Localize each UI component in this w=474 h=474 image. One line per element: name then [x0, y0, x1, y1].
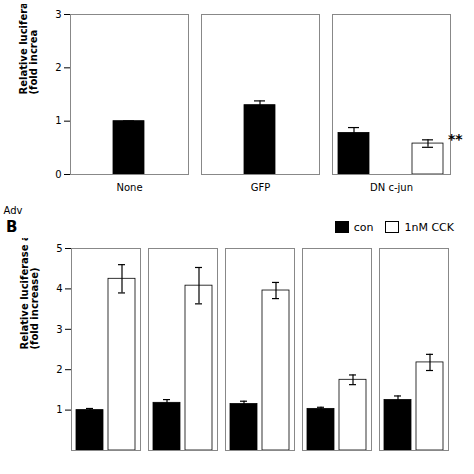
svg-text:2: 2	[56, 364, 62, 375]
svg-text:5: 5	[56, 243, 62, 254]
svg-text:**: **	[448, 131, 463, 147]
svg-text:1: 1	[55, 115, 61, 126]
svg-text:2: 2	[55, 62, 61, 73]
svg-text:3: 3	[55, 9, 61, 20]
svg-text:1: 1	[56, 404, 62, 415]
svg-text:Adv: Adv	[4, 205, 23, 216]
svg-text:None: None	[116, 182, 142, 193]
html-text:1nM CCK: 1nM CCK	[404, 220, 454, 234]
html-text:con: con	[353, 220, 374, 234]
svg-text:Relative luciferase activity(f: Relative luciferase activity(fold increa…	[19, 238, 40, 350]
svg-text:Relative lucifera(fold increa: Relative lucifera(fold increa	[18, 4, 39, 95]
svg-text:4: 4	[56, 283, 62, 294]
svg-text:DN c-jun: DN c-jun	[370, 182, 413, 193]
svg-text:3: 3	[56, 324, 62, 335]
html-text:B: B	[6, 218, 18, 236]
svg-text:GFP: GFP	[251, 182, 271, 193]
svg-text:0: 0	[55, 169, 61, 180]
